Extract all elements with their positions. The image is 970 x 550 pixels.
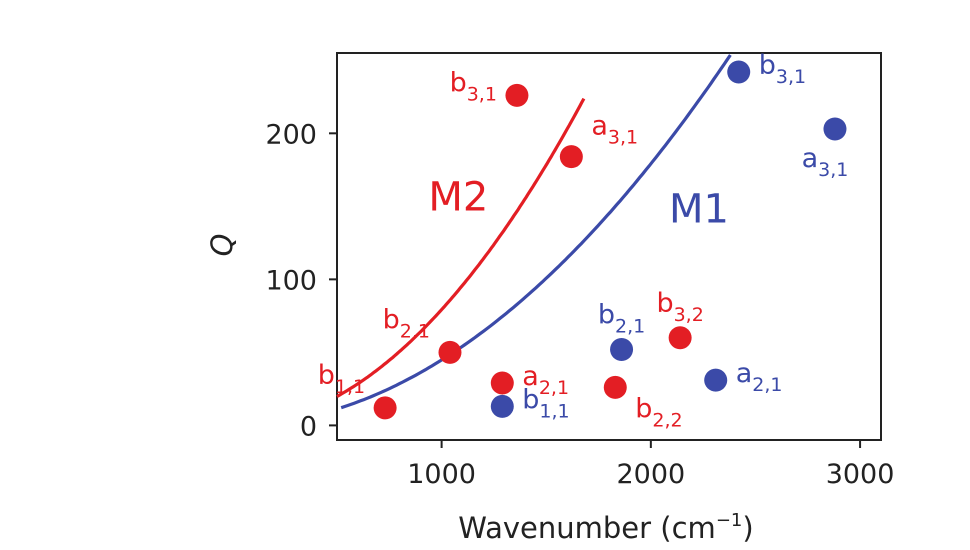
data-point-m2 <box>559 145 583 169</box>
point-label: b2,1 <box>598 299 645 337</box>
point-label: a3,1 <box>591 111 638 149</box>
data-point-m2 <box>490 371 514 395</box>
x-axis-title: Wavenumber (cm−1) <box>458 510 753 545</box>
axes: 1000 2000 3000 0 100 200 <box>265 119 894 490</box>
point-label: b3,2 <box>656 288 703 326</box>
plot-frame <box>336 52 882 441</box>
data-point-m2 <box>373 396 397 420</box>
data-point-m1 <box>727 60 751 84</box>
data-point-m1 <box>704 368 728 392</box>
x-axis-title-superscript: −1 <box>716 510 743 531</box>
curve-m1 <box>340 54 732 410</box>
data-point-m2 <box>668 326 692 350</box>
x-tick-label: 1000 <box>407 459 476 490</box>
point-label: b3,1 <box>759 50 806 88</box>
point-label: b1,1 <box>522 384 569 422</box>
curve-label-m2: M2 <box>428 175 488 221</box>
model-curves: M2 M1 <box>336 54 732 410</box>
x-tick-label: 2000 <box>616 459 685 490</box>
curve-label-m1: M1 <box>669 186 729 232</box>
data-point-m2 <box>603 375 627 399</box>
y-tick-label: 200 <box>265 119 317 150</box>
y-tick-label: 0 <box>300 411 317 442</box>
data-point-m1 <box>823 117 847 141</box>
x-axis-title-end: ) <box>742 511 753 545</box>
data-point-m2 <box>505 83 529 107</box>
x-tick-label: 3000 <box>826 459 895 490</box>
curve-m2 <box>336 97 586 398</box>
y-tick-label: 100 <box>265 265 317 296</box>
y-axis-title: Q <box>205 234 239 257</box>
point-label: b3,1 <box>450 67 497 105</box>
point-label: a2,1 <box>522 361 569 399</box>
point-label: b2,2 <box>635 393 682 431</box>
point-label: a2,1 <box>736 358 783 396</box>
point-label: b1,1 <box>318 360 365 398</box>
data-point-m1 <box>490 394 514 418</box>
data-points: b1,1 b2,1 a2,1 b3,1 a3,1 b2,2 b3,2 b1,1 b2,1 a2,1… <box>318 50 849 431</box>
data-point-m1 <box>610 337 634 361</box>
point-label: b2,1 <box>383 304 430 342</box>
point-label: a3,1 <box>802 143 849 181</box>
data-point-m2 <box>438 340 462 364</box>
